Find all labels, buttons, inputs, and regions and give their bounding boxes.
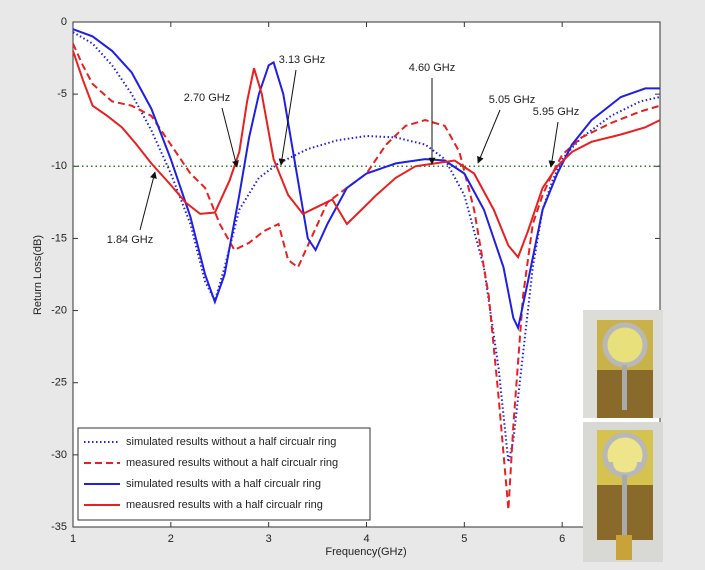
series-line bbox=[72, 50, 661, 260]
annotation: 5.05 GHz bbox=[489, 94, 535, 106]
series-line bbox=[72, 31, 661, 463]
annotation: 2.70 GHz bbox=[184, 92, 230, 104]
legend-label: meausred results with a half circualr ri… bbox=[126, 499, 323, 511]
y-tick-label: -25 bbox=[51, 377, 67, 389]
annotation-arrow bbox=[477, 109, 501, 164]
x-tick-label: 6 bbox=[559, 533, 565, 545]
x-tick-label: 5 bbox=[461, 533, 467, 545]
plot-layer: 1234567-35-30-25-20-15-10-501.84 GHz2.70… bbox=[51, 16, 663, 545]
y-tick-label: -30 bbox=[51, 449, 67, 461]
annotation: 4.60 GHz bbox=[409, 62, 455, 74]
y-tick-label: -20 bbox=[51, 304, 67, 316]
annotation-arrow bbox=[548, 121, 559, 168]
legend-label: simulated results without a half circual… bbox=[126, 436, 336, 448]
photo-feed bbox=[622, 365, 627, 410]
x-axis-label: Frequency(GHz) bbox=[325, 546, 406, 558]
annotation-arrow bbox=[278, 69, 297, 166]
annotation: 5.95 GHz bbox=[533, 106, 579, 118]
x-tick-label: 4 bbox=[363, 533, 369, 545]
photo-feed bbox=[622, 475, 627, 535]
legend-label: measured results without a half circualr… bbox=[126, 457, 338, 469]
x-tick-label: 2 bbox=[168, 533, 174, 545]
photo-connector bbox=[616, 535, 632, 560]
y-tick-label: -35 bbox=[51, 521, 67, 533]
inset-photos bbox=[583, 310, 663, 562]
annotation: 1.84 GHz bbox=[107, 234, 153, 246]
y-axis-label: Return Loss(dB) bbox=[32, 235, 44, 315]
y-tick-label: -10 bbox=[51, 160, 67, 172]
annotation-arrow bbox=[139, 171, 157, 231]
photo-ring bbox=[602, 322, 648, 368]
y-tick-label: 0 bbox=[61, 16, 67, 28]
y-tick-label: -5 bbox=[57, 88, 67, 100]
series-line bbox=[72, 28, 660, 331]
legend-box bbox=[77, 427, 371, 521]
annotation-arrow bbox=[221, 107, 239, 168]
y-tick-label: -15 bbox=[51, 232, 67, 244]
x-tick-label: 3 bbox=[266, 533, 272, 545]
legend-label: simulated results with a half circualr r… bbox=[126, 478, 321, 490]
x-tick-label: 1 bbox=[70, 533, 76, 545]
annotation: 3.13 GHz bbox=[279, 54, 325, 66]
series-line bbox=[72, 43, 661, 510]
